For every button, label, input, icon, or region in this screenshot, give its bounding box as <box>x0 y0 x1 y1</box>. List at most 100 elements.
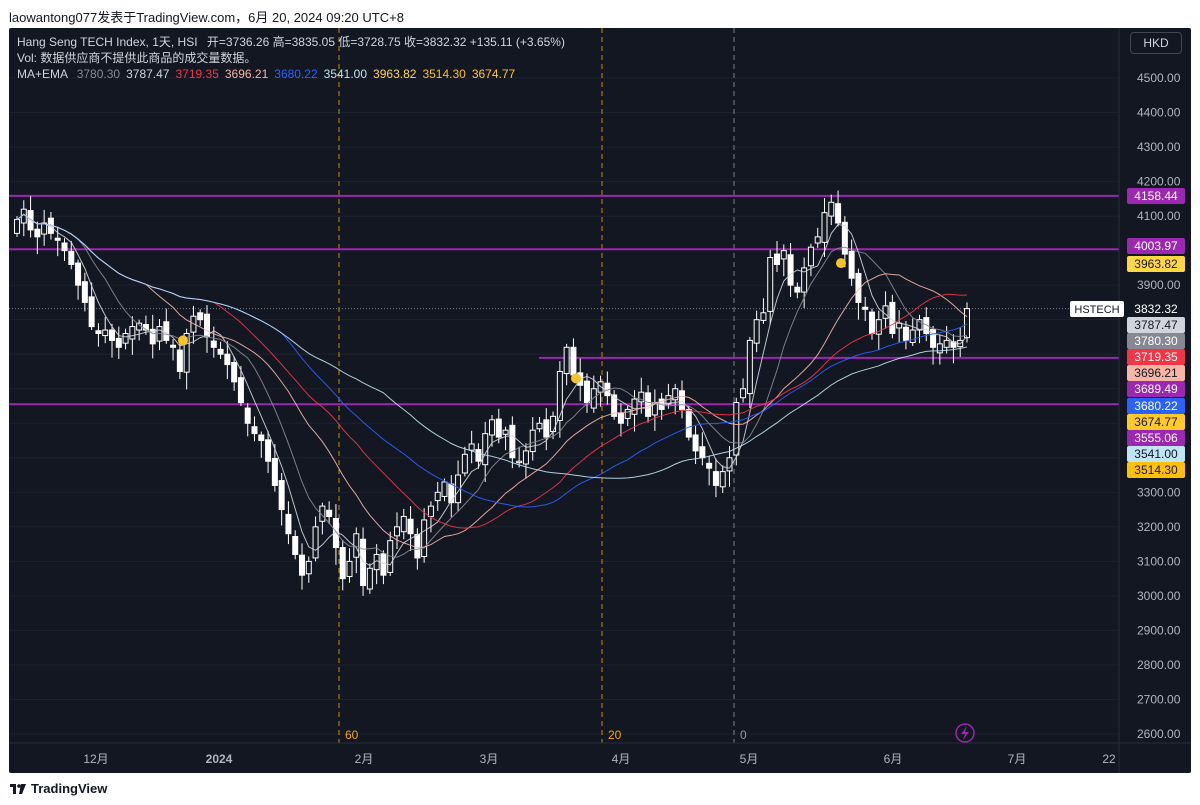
candle-body[interactable] <box>841 221 848 255</box>
candle-body[interactable] <box>204 313 210 338</box>
candle-body[interactable] <box>244 407 251 424</box>
candle-body[interactable] <box>556 370 563 422</box>
candle-body[interactable] <box>299 554 305 576</box>
candle-body[interactable] <box>163 321 170 341</box>
candle-body[interactable] <box>801 267 808 293</box>
candle-body[interactable] <box>326 509 333 517</box>
candle-body[interactable] <box>869 311 875 334</box>
candle-body[interactable] <box>774 253 780 265</box>
candle-body[interactable] <box>434 491 441 502</box>
candle-body[interactable] <box>109 329 115 341</box>
candle-body[interactable] <box>685 408 692 438</box>
candle-body[interactable] <box>421 519 428 558</box>
candle-body[interactable] <box>611 394 618 417</box>
candle-body[interactable] <box>468 443 475 451</box>
candle-body[interactable] <box>529 429 536 453</box>
candle-body[interactable] <box>427 505 434 517</box>
candle-body[interactable] <box>271 457 278 486</box>
candle-body[interactable] <box>855 272 862 303</box>
candle-body[interactable] <box>27 210 34 231</box>
candle-body[interactable] <box>102 329 109 337</box>
candle-body[interactable] <box>237 377 244 404</box>
candle-body[interactable] <box>916 319 923 331</box>
candle-body[interactable] <box>312 526 319 559</box>
symbol-title[interactable]: Hang Seng TECH Index, 1天, HSI <box>17 35 198 49</box>
candle-body[interactable] <box>821 212 828 243</box>
candle-body[interactable] <box>923 317 930 334</box>
candle-body[interactable] <box>366 567 373 590</box>
candle-body[interactable] <box>909 329 916 343</box>
candle-body[interactable] <box>631 398 638 415</box>
candle-body[interactable] <box>210 340 217 348</box>
candle-body[interactable] <box>692 434 699 452</box>
candle-body[interactable] <box>733 402 740 456</box>
candle-body[interactable] <box>936 343 943 354</box>
candle-body[interactable] <box>285 513 292 535</box>
candle-body[interactable] <box>862 306 869 310</box>
candle-body[interactable] <box>848 250 855 279</box>
candle-body[interactable] <box>170 344 177 348</box>
candle-body[interactable] <box>482 433 489 466</box>
candle-body[interactable] <box>943 339 950 348</box>
candle-body[interactable] <box>645 392 652 417</box>
candle-body[interactable] <box>400 515 407 533</box>
symbol-tag[interactable] <box>1070 301 1124 317</box>
candle-body[interactable] <box>719 471 726 488</box>
candle-body[interactable] <box>550 415 557 433</box>
candle-body[interactable] <box>489 419 495 436</box>
candle-body[interactable] <box>794 286 801 293</box>
candle-body[interactable] <box>68 250 75 265</box>
candle-body[interactable] <box>584 380 590 404</box>
candle-body[interactable] <box>672 388 679 401</box>
candle-body[interactable] <box>380 553 387 576</box>
candle-body[interactable] <box>149 328 156 345</box>
candle-body[interactable] <box>807 246 814 267</box>
candle-body[interactable] <box>617 413 624 424</box>
candle-body[interactable] <box>129 326 136 340</box>
candle-body[interactable] <box>88 296 95 328</box>
candle-body[interactable] <box>14 219 20 234</box>
candle-body[interactable] <box>679 390 685 410</box>
candle-body[interactable] <box>414 533 421 559</box>
price-chart[interactable]: 60 20 0 4500.00 4400.00 4300.00 4200.00 4100.00… <box>9 28 1191 773</box>
candle-body[interactable] <box>183 332 190 373</box>
candle-body[interactable] <box>95 330 102 334</box>
candle-body[interactable] <box>251 426 258 435</box>
candle-body[interactable] <box>543 419 550 438</box>
currency-button[interactable]: HKD <box>1130 32 1182 54</box>
candle-body[interactable] <box>563 346 570 375</box>
candle-body[interactable] <box>760 312 767 321</box>
candle-body[interactable] <box>75 262 82 286</box>
candle-body[interactable] <box>461 453 468 474</box>
chart-pane[interactable]: 60 20 0 4500.00 4400.00 4300.00 4200.00 4100.00… <box>9 28 1191 773</box>
candle-body[interactable] <box>902 326 909 341</box>
candle-body[interactable] <box>502 429 509 435</box>
candle-body[interactable] <box>346 560 353 578</box>
volume-note[interactable]: Vol: 数据供应商不提供此商品的成交量数据。 <box>17 51 257 65</box>
candle-body[interactable] <box>767 257 774 312</box>
candle-body[interactable] <box>835 203 842 224</box>
candle-body[interactable] <box>319 505 326 522</box>
ma-indicator-label[interactable]: MA+EMA <box>17 67 68 81</box>
candle-body[interactable] <box>495 418 502 438</box>
candle-body[interactable] <box>638 391 645 403</box>
candle-body[interactable] <box>441 481 448 497</box>
candle-body[interactable] <box>34 228 41 238</box>
candle-body[interactable] <box>176 349 183 372</box>
candle-body[interactable] <box>217 348 224 355</box>
candle-body[interactable] <box>740 388 747 399</box>
candle-body[interactable] <box>699 446 706 459</box>
candle-body[interactable] <box>516 460 523 464</box>
candle-body[interactable] <box>570 346 577 376</box>
candle-body[interactable] <box>265 439 272 462</box>
candle-body[interactable] <box>590 388 597 409</box>
candle-body[interactable] <box>61 242 68 252</box>
candle-body[interactable] <box>624 408 631 419</box>
candle-body[interactable] <box>339 547 346 580</box>
candle-body[interactable] <box>81 281 88 303</box>
candle-body[interactable] <box>930 328 937 348</box>
candle-body[interactable] <box>407 518 414 535</box>
candle-body[interactable] <box>712 471 719 486</box>
candle-body[interactable] <box>814 236 821 244</box>
candle-body[interactable] <box>875 319 882 335</box>
